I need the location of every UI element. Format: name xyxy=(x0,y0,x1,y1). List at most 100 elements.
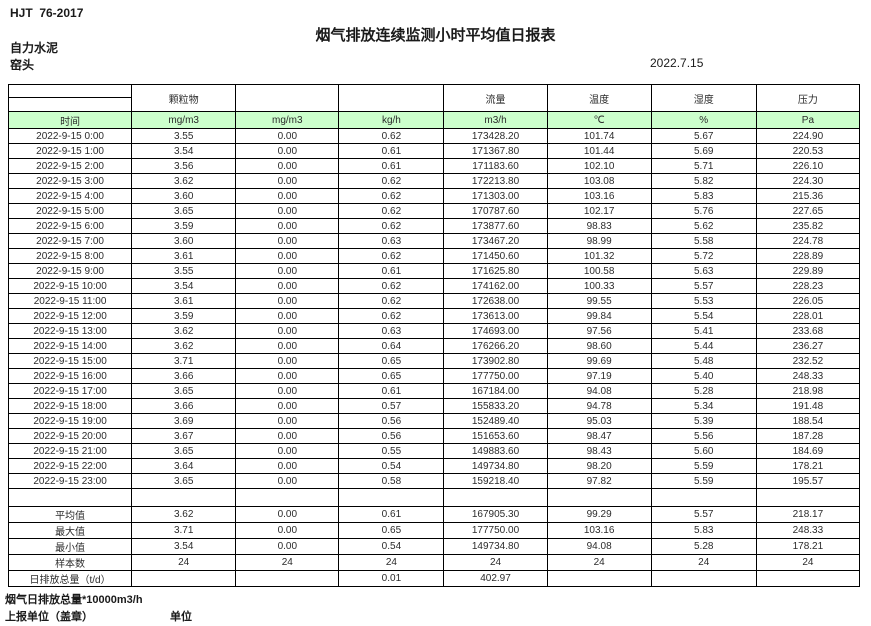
table-cell xyxy=(443,488,548,507)
table-cell: 174693.00 xyxy=(443,323,548,339)
header-cell-temperature: 温度 xyxy=(546,84,652,112)
hourly-data-row: 2022-9-15 0:00 3.55 0.00 0.62 173428.20 101.7… xyxy=(7,128,861,144)
summary-row: 日排放总量（t/d） 0.01 402.97 xyxy=(7,570,861,587)
footer-unit-label: 单位 xyxy=(170,611,192,623)
table-cell: 0.65 xyxy=(338,368,445,384)
table-cell: 5.41 xyxy=(650,323,757,339)
hourly-data-row: 2022-9-15 19:00 3.69 0.00 0.56 152489.40 95.0… xyxy=(7,413,861,429)
table-cell: 0.63 xyxy=(338,233,445,249)
table-cell xyxy=(235,570,340,587)
table-cell: 102.17 xyxy=(546,203,652,219)
table-cell: 149734.80 xyxy=(443,458,548,474)
table-cell: 5.34 xyxy=(650,398,757,414)
table-cell: 0.00 xyxy=(235,293,340,309)
table-cell: 0.00 xyxy=(235,383,340,399)
monitoring-point-name: 窑头 xyxy=(10,58,35,72)
table-cell: 171183.60 xyxy=(443,158,548,174)
table-cell: 0.61 xyxy=(338,263,445,279)
table-cell: 100.58 xyxy=(546,263,652,279)
table-cell: 94.08 xyxy=(546,538,652,555)
table-cell: 0.61 xyxy=(338,506,445,523)
table-cell: 99.29 xyxy=(546,506,652,523)
unit-cell: ℃ xyxy=(546,111,652,129)
header-cell-flow: 流量 xyxy=(443,84,548,112)
table-cell: 170787.60 xyxy=(443,203,548,219)
table-cell: 224.90 xyxy=(755,128,861,144)
table-cell: 0.64 xyxy=(338,338,445,354)
table-cell: 233.68 xyxy=(755,323,861,339)
table-cell: 100.33 xyxy=(546,278,652,294)
unit-cell: kg/h xyxy=(338,111,445,129)
table-cell: 5.54 xyxy=(650,308,757,324)
table-cell: 样本数 xyxy=(7,554,133,571)
table-cell: 5.28 xyxy=(650,383,757,399)
table-cell: 2022-9-15 23:00 xyxy=(7,473,133,489)
table-cell: 2022-9-15 5:00 xyxy=(7,203,133,219)
table-cell: 0.00 xyxy=(235,143,340,159)
table-cell: 95.03 xyxy=(546,413,652,429)
table-cell: 0.63 xyxy=(338,323,445,339)
table-cell: 152489.40 xyxy=(443,413,548,429)
table-cell: 3.62 xyxy=(131,323,237,339)
table-cell: 2022-9-15 10:00 xyxy=(7,278,133,294)
table-header: 颗粒物 流量 温度 湿度 压力 时间 mg/m3 mg/m3 kg/h m3/h… xyxy=(7,84,861,129)
table-cell: 24 xyxy=(755,554,861,571)
table-cell xyxy=(7,488,133,507)
table-cell: 2022-9-15 7:00 xyxy=(7,233,133,249)
hourly-data-row: 2022-9-15 9:00 3.55 0.00 0.61 171625.80 100.5… xyxy=(7,263,861,279)
hourly-data-row: 2022-9-15 1:00 3.54 0.00 0.61 171367.80 101.4… xyxy=(7,143,861,159)
table-cell xyxy=(546,488,652,507)
hourly-data-row: 2022-9-15 23:00 3.65 0.00 0.58 159218.40 97.8… xyxy=(7,473,861,489)
table-cell: 0.00 xyxy=(235,263,340,279)
table-cell: 226.05 xyxy=(755,293,861,309)
table-cell: 5.59 xyxy=(650,458,757,474)
table-cell: 188.54 xyxy=(755,413,861,429)
hourly-data-row: 2022-9-15 22:00 3.64 0.00 0.54 149734.80 98.2… xyxy=(7,458,861,474)
table-cell: 5.83 xyxy=(650,522,757,539)
monitoring-data-table: 颗粒物 流量 温度 湿度 压力 时间 mg/m3 mg/m3 kg/h m3/h… xyxy=(7,84,861,587)
table-cell: 0.62 xyxy=(338,188,445,204)
table-cell: 235.82 xyxy=(755,218,861,234)
table-cell: 97.19 xyxy=(546,368,652,384)
table-cell: 5.48 xyxy=(650,353,757,369)
table-cell: 98.83 xyxy=(546,218,652,234)
table-cell: 0.00 xyxy=(235,413,340,429)
table-cell: 0.65 xyxy=(338,522,445,539)
table-cell: 3.59 xyxy=(131,218,237,234)
table-cell: 101.74 xyxy=(546,128,652,144)
hourly-data-row: 2022-9-15 2:00 3.56 0.00 0.61 171183.60 102.1… xyxy=(7,158,861,174)
unit-cell: Pa xyxy=(755,111,861,129)
table-cell: 24 xyxy=(443,554,548,571)
table-cell: 0.62 xyxy=(338,128,445,144)
table-cell: 日排放总量（t/d） xyxy=(7,570,133,587)
hourly-data-row: 2022-9-15 5:00 3.65 0.00 0.62 170787.60 102.1… xyxy=(7,203,861,219)
hourly-data-row: 2022-9-15 15:00 3.71 0.00 0.65 173902.80 99.6… xyxy=(7,353,861,369)
table-cell: 101.44 xyxy=(546,143,652,159)
table-cell: 5.82 xyxy=(650,173,757,189)
table-cell: 2022-9-15 11:00 xyxy=(7,293,133,309)
table-cell: 0.56 xyxy=(338,428,445,444)
table-cell: 176266.20 xyxy=(443,338,548,354)
table-cell: 24 xyxy=(338,554,445,571)
table-cell: 0.00 xyxy=(235,218,340,234)
summary-row: 样本数 24 24 24 24 24 24 24 xyxy=(7,554,861,571)
table-cell: 101.32 xyxy=(546,248,652,264)
table-cell: 24 xyxy=(546,554,652,571)
table-cell: 172213.80 xyxy=(443,173,548,189)
table-cell: 最小值 xyxy=(7,538,133,555)
hourly-data-row: 2022-9-15 21:00 3.65 0.00 0.55 149883.60 98.4… xyxy=(7,443,861,459)
table-cell: 最大值 xyxy=(7,522,133,539)
table-cell: 0.61 xyxy=(338,383,445,399)
table-cell: 236.27 xyxy=(755,338,861,354)
table-cell: 3.66 xyxy=(131,368,237,384)
table-cell: 3.54 xyxy=(131,538,237,555)
table-cell: 177750.00 xyxy=(443,368,548,384)
table-cell: 0.00 xyxy=(235,248,340,264)
table-cell: 0.00 xyxy=(235,278,340,294)
table-cell: 3.54 xyxy=(131,143,237,159)
table-cell: 226.10 xyxy=(755,158,861,174)
table-cell: 0.00 xyxy=(235,443,340,459)
table-cell: 402.97 xyxy=(443,570,548,587)
table-cell: 3.61 xyxy=(131,248,237,264)
